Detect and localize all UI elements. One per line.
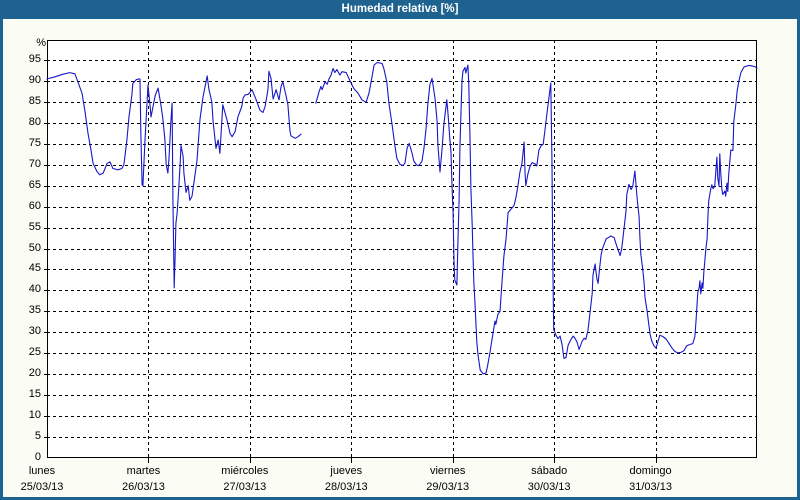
page-title: Humedad relativa [%]: [341, 3, 459, 15]
y-tick-label: 80: [28, 115, 41, 128]
y-tick-label: 10: [28, 409, 41, 422]
x-axis-date-label: 28/03/13: [324, 481, 368, 493]
y-tick-label: 70: [28, 157, 41, 170]
x-axis-day-label: viernes: [429, 465, 466, 477]
chart-plot-area: [44, 40, 758, 463]
x-axis-date-label: 27/03/13: [223, 481, 267, 493]
y-tick-label: 85: [28, 94, 41, 107]
y-tick-label: 35: [28, 304, 41, 317]
x-axis-date-label: 29/03/13: [426, 481, 470, 493]
x-axis-date-label: 31/03/13: [629, 481, 672, 493]
x-axis-day-label: lunes: [28, 465, 56, 477]
x-axis-day-label: miércoles: [221, 465, 269, 477]
x-axis-day-label: martes: [126, 465, 161, 477]
y-tick-label: 65: [28, 178, 41, 191]
y-tick-label: 45: [28, 262, 41, 275]
y-tick-label: 75: [28, 136, 41, 149]
x-axis-date-label: 30/03/13: [527, 481, 571, 493]
y-tick-label: 60: [28, 199, 41, 212]
y-tick-label: 90: [28, 73, 41, 86]
y-tick-label: 40: [28, 283, 41, 296]
x-axis-date-label: 26/03/13: [122, 481, 165, 493]
x-axis-day-label: jueves: [330, 465, 363, 477]
humidity-line: [46, 70, 302, 289]
y-tick-label: 55: [28, 220, 41, 233]
y-tick-label: 5: [34, 430, 41, 443]
humidity-line: [315, 61, 758, 375]
y-tick-label: 15: [28, 388, 41, 401]
y-tick-label: 95: [28, 53, 41, 65]
y-tick-label: 30: [28, 325, 41, 338]
y-tick-label: 25: [28, 346, 41, 359]
y-axis-unit-label: %: [36, 37, 46, 49]
y-tick-label: 20: [28, 367, 41, 380]
y-tick-label: 50: [28, 241, 41, 254]
y-tick-label: 0: [34, 451, 41, 463]
title-bar: Humedad relativa [%]: [3, 0, 797, 19]
plot-frame: [47, 40, 757, 458]
x-axis-date-label: 25/03/13: [20, 481, 64, 493]
x-axis-day-label: sábado: [531, 465, 568, 477]
x-axis-day-label: domingo: [629, 465, 672, 477]
